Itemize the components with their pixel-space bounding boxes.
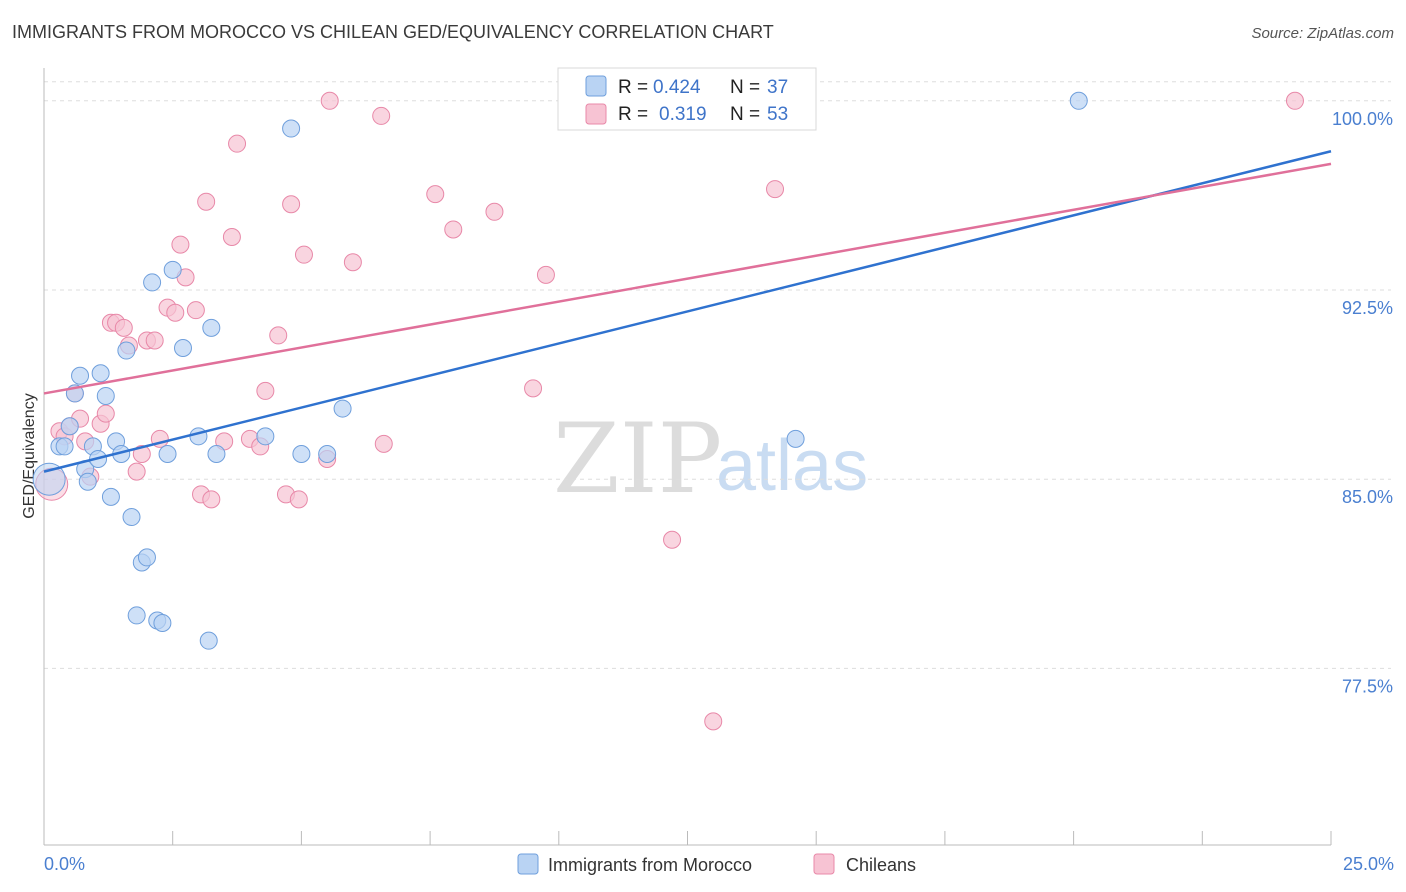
morocco-point — [71, 366, 90, 385]
chileans-point — [524, 379, 543, 398]
morocco-point — [137, 548, 156, 567]
morocco-point — [122, 508, 141, 527]
morocco-point — [127, 606, 146, 625]
chileans-point — [171, 235, 190, 254]
chileans-point — [766, 180, 785, 199]
chileans-n-label: N = — [730, 104, 760, 125]
morocco-point — [78, 472, 97, 491]
chileans-point — [197, 192, 216, 211]
grid-lines — [44, 81, 1391, 669]
y-tick-label: 92.5% — [1342, 298, 1393, 318]
y-tick-label: 85.0% — [1342, 487, 1393, 507]
morocco-point — [173, 339, 192, 358]
y-tick-label: 77.5% — [1342, 676, 1393, 696]
chileans-point — [704, 712, 723, 731]
morocco-point — [786, 429, 805, 448]
chart-title: IMMIGRANTS FROM MOROCCO VS CHILEAN GED/E… — [12, 22, 774, 42]
chileans-point — [166, 303, 185, 322]
chileans-point — [1285, 91, 1304, 110]
morocco-r-label: R = — [618, 77, 648, 98]
morocco-point — [91, 364, 110, 383]
chileans-point — [114, 318, 133, 337]
source-label: Source: ZipAtlas.com — [1251, 25, 1394, 42]
chileans-r-label: R = — [618, 104, 648, 125]
morocco-n-label: N = — [730, 77, 760, 98]
morocco-point — [292, 444, 311, 463]
morocco-point — [282, 119, 301, 138]
watermark-zip: ZIP — [553, 403, 722, 515]
morocco-point — [60, 417, 79, 436]
legend-swatch-morocco — [517, 853, 539, 875]
morocco-point — [143, 273, 162, 292]
chileans-point — [282, 195, 301, 214]
morocco-point — [163, 260, 182, 279]
chileans-r-value: 0.319 — [659, 104, 707, 125]
morocco-point — [189, 427, 208, 446]
chileans-point — [294, 245, 313, 264]
chileans-point — [426, 185, 445, 204]
trend-lines — [43, 150, 1332, 473]
morocco-r-value: 0.424 — [653, 77, 701, 98]
chileans-point — [663, 530, 682, 549]
chileans-point — [132, 444, 151, 463]
morocco-n-value: 37 — [767, 77, 788, 98]
legend-label-morocco: Immigrants from Morocco — [548, 855, 752, 875]
morocco-point — [101, 487, 120, 506]
chileans-point — [127, 462, 146, 481]
chileans-point — [485, 202, 504, 221]
morocco-trend-line — [43, 150, 1332, 473]
x-tick-label-max: 25.0% — [1343, 854, 1394, 874]
morocco-point — [158, 444, 177, 463]
y-axis-label: GED/Equivalency — [21, 393, 38, 518]
chileans-point — [343, 253, 362, 272]
y-tick-labels: 77.5% 85.0% 92.5% 100.0% — [1332, 109, 1393, 697]
morocco-point — [207, 444, 226, 463]
chileans-n-value: 53 — [767, 104, 788, 125]
data-points — [32, 89, 1304, 731]
chileans-point — [374, 434, 393, 453]
stats-legend: R = 0.424 N = 37 R = 0.319 N = 53 — [557, 67, 817, 131]
y-tick-label: 100.0% — [1332, 109, 1393, 129]
chileans-point — [536, 265, 555, 284]
chileans-point — [372, 106, 391, 125]
x-tick-marks — [43, 831, 1332, 845]
chileans-trend-line — [43, 162, 1332, 395]
chileans-stat-swatch — [585, 103, 607, 125]
chileans-point — [96, 404, 115, 423]
morocco-stat-swatch — [585, 75, 607, 97]
legend-swatch-chileans — [813, 853, 835, 875]
chileans-point — [222, 228, 241, 247]
morocco-point — [333, 399, 352, 418]
series-legend: Immigrants from Morocco Chileans — [517, 853, 916, 875]
morocco-point — [256, 427, 275, 446]
morocco-point — [117, 341, 136, 360]
morocco-point — [202, 318, 221, 337]
x-tick-label-min: 0.0% — [44, 854, 85, 874]
morocco-point — [32, 462, 66, 496]
chileans-point — [228, 134, 247, 153]
chileans-point — [145, 331, 164, 350]
legend-label-chileans: Chileans — [846, 855, 916, 875]
chileans-point — [444, 220, 463, 239]
morocco-point — [96, 386, 115, 405]
morocco-point — [153, 614, 172, 632]
chileans-point — [202, 490, 221, 509]
morocco-point — [318, 444, 337, 463]
chileans-point — [256, 381, 275, 400]
watermark: ZIP atlas — [553, 403, 868, 515]
morocco-point — [1069, 91, 1088, 110]
morocco-point — [55, 437, 74, 456]
chileans-point — [186, 301, 205, 320]
morocco-point — [199, 631, 218, 650]
chileans-point — [289, 490, 308, 509]
chileans-point — [269, 326, 288, 345]
chileans-point — [320, 91, 339, 110]
